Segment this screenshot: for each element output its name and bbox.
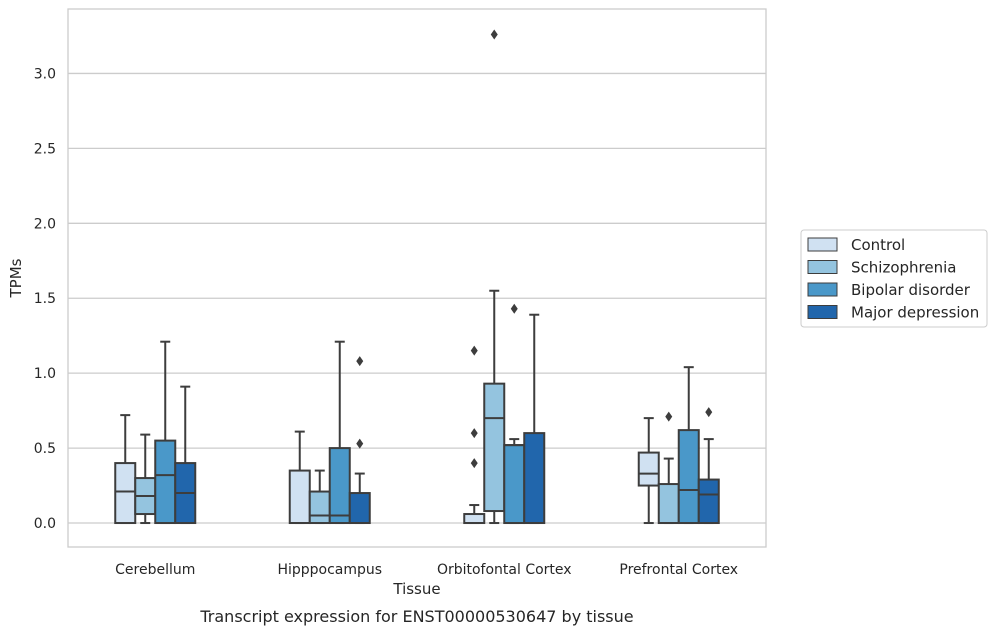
box-group [657,411,680,525]
box [697,478,720,525]
box-group [483,29,506,525]
box [463,513,486,525]
outlier-point [470,458,478,469]
box [657,483,680,525]
box [637,451,660,487]
y-axis-ticks: 0.0 0.5 1.0 1.5 2.0 2.5 3.0 [34,66,56,532]
box-group [348,356,371,525]
outlier-point [356,438,364,449]
y-tick-label: 2.0 [34,216,56,232]
boxes [114,29,720,525]
box-group [174,385,197,525]
outlier-point [510,303,518,314]
y-tick-label: 1.5 [34,291,56,307]
legend-swatch [807,282,838,297]
box [114,462,137,525]
y-tick-label: 0.5 [34,441,56,457]
outlier-point [356,356,364,367]
legend-label: Schizophrenia [851,259,956,277]
y-tick-label: 2.5 [34,141,56,157]
box-group [154,340,177,525]
box [503,444,526,525]
outlier-point [470,428,478,439]
box-group [288,430,311,525]
y-tick-label: 3.0 [34,66,56,82]
box [328,447,351,525]
legend-swatch [807,305,838,319]
box-group [697,407,720,525]
chart-caption: Transcript expression for ENST0000053064… [199,607,633,626]
legend-label: Control [851,236,905,254]
legend: Control Schizophrenia Bipolar disorder Majo… [800,229,988,328]
x-tick-label: Prefrontal Cortex [619,562,738,578]
outlier-point [470,345,478,356]
box [483,382,506,513]
outlier-point [665,411,673,422]
x-tick-label: Hipppocampus [277,562,382,578]
x-tick-label: Cerebellum [115,562,195,578]
box-group [308,469,331,525]
box [154,439,177,525]
y-tick-label: 0.0 [34,516,56,532]
box [348,492,371,525]
box-group [637,417,660,525]
x-axis-ticks: Cerebellum Hipppocampus Orbitofontal Corte… [115,562,738,578]
x-tick-label: Orbitofontal Cortex [437,562,572,578]
y-tick-label: 1.0 [34,366,56,382]
legend-frame [800,229,988,328]
box [677,429,700,525]
outlier-point [705,407,713,418]
box-group [134,433,157,525]
y-axis-label: TPMs [7,258,25,298]
box-group [463,345,486,525]
legend-swatch [807,260,838,274]
box-group [328,340,351,525]
x-axis-label: Tissue [392,580,440,598]
box [288,469,311,525]
plot-area-frame [67,8,767,548]
box-group [114,414,137,525]
legend-swatch [807,237,838,252]
box [308,490,331,525]
box [523,432,546,525]
box-group [677,366,700,525]
box-group [503,303,526,525]
legend-label: Bipolar disorder [851,281,971,299]
outlier-point [490,29,498,40]
legend-label: Major depression [851,304,979,322]
box-group [523,313,546,525]
